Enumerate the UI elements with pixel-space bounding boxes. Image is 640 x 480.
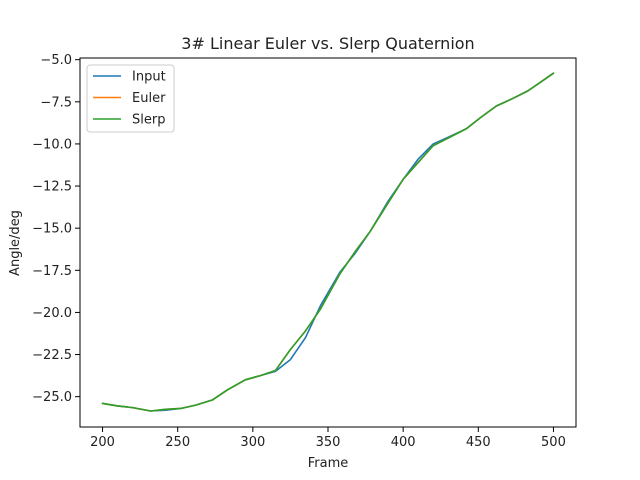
x-tick-label: 250	[165, 435, 190, 450]
series-line-slerp	[101, 72, 555, 412]
x-tick-label: 450	[466, 435, 491, 450]
series-layer	[101, 72, 555, 412]
legend-label: Slerp	[132, 113, 165, 128]
y-tick-label: −5.0	[40, 53, 72, 68]
y-tick-label: −10.0	[32, 137, 72, 152]
x-tick-label: 300	[240, 435, 265, 450]
x-tick-label: 400	[391, 435, 416, 450]
y-tick-label: −25.0	[32, 390, 72, 405]
y-tick-label: −7.5	[40, 95, 72, 110]
y-tick-label: −15.0	[32, 222, 72, 237]
y-tick-label: −12.5	[32, 180, 72, 195]
x-tick-label: 350	[316, 435, 341, 450]
x-tick-label: 200	[90, 435, 115, 450]
x-axis-label: Frame	[308, 456, 349, 471]
y-axis-label: Angle/deg	[8, 210, 23, 276]
plot-area: 200 250 300 350 400 450 500 −25.0 −22.5 −20.0 −17…	[32, 53, 577, 450]
legend-label: Input	[132, 70, 166, 85]
legend-label: Euler	[132, 91, 166, 106]
y-axis-ticks: −25.0 −22.5 −20.0 −17.5 −15.0 −12.5 −10.0 −7.5 −…	[32, 53, 80, 405]
y-tick-label: −20.0	[32, 306, 72, 321]
y-tick-label: −22.5	[32, 348, 72, 363]
y-tick-label: −17.5	[32, 264, 72, 279]
chart-title: 3# Linear Euler vs. Slerp Quaternion	[181, 34, 474, 53]
legend: Input Euler Slerp	[86, 64, 175, 133]
x-tick-label: 500	[541, 435, 566, 450]
x-axis-ticks: 200 250 300 350 400 450 500	[90, 427, 566, 450]
legend-box	[86, 64, 175, 133]
